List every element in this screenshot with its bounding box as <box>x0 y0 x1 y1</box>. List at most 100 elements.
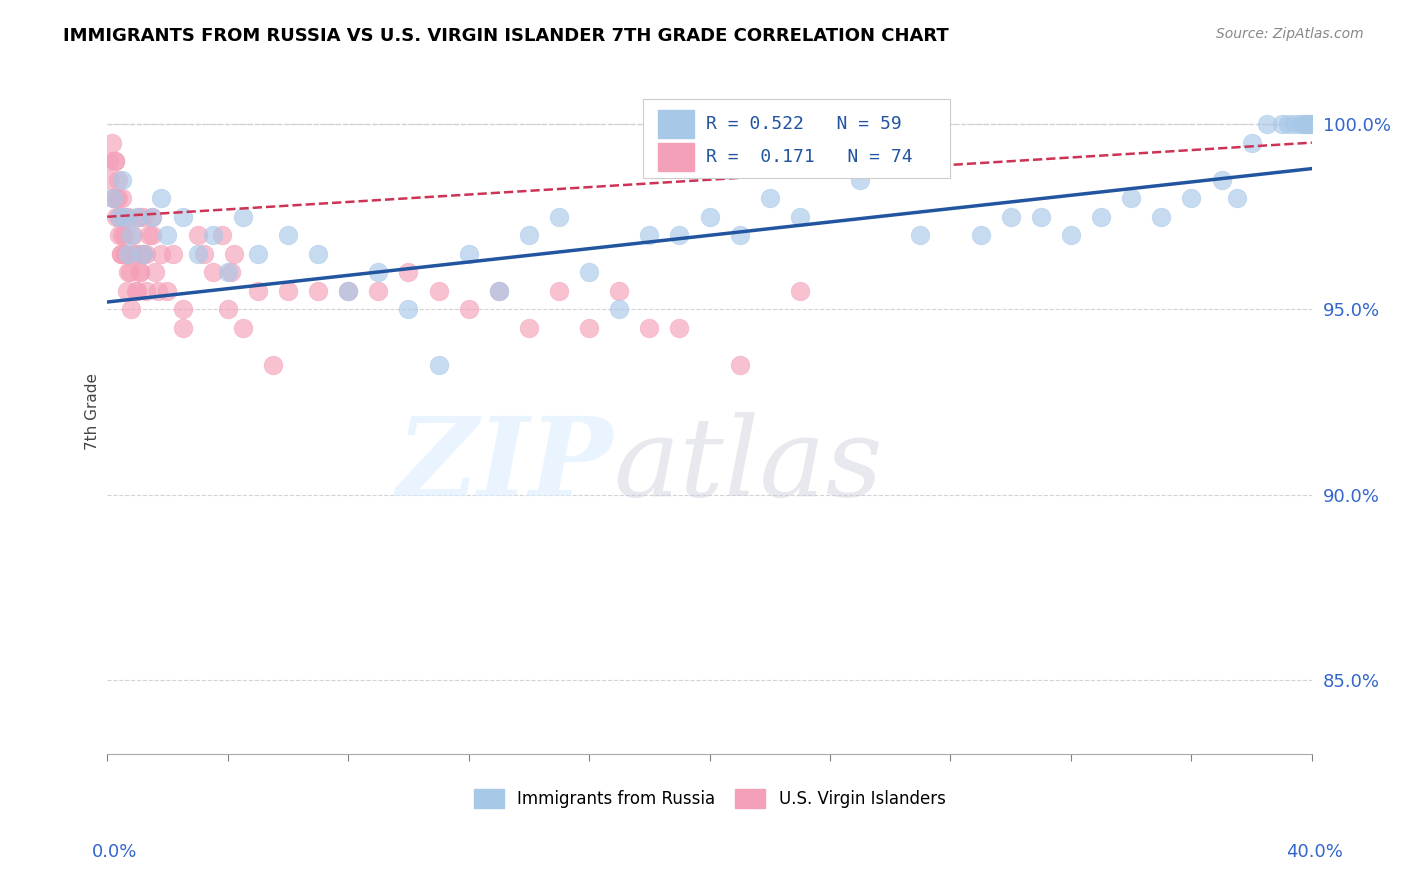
Point <box>97 154 120 169</box>
Point <box>1240 136 1263 150</box>
Point <box>1271 117 1294 131</box>
Point <box>1295 117 1317 131</box>
Point <box>111 191 134 205</box>
Point <box>396 265 419 279</box>
Point <box>156 228 179 243</box>
Point <box>1226 191 1249 205</box>
Point <box>172 302 194 317</box>
Point <box>1296 117 1319 131</box>
Point <box>1029 210 1052 224</box>
Point <box>427 358 450 372</box>
Point <box>98 172 121 186</box>
Point <box>132 247 155 261</box>
Point <box>277 228 299 243</box>
Point <box>517 228 540 243</box>
Point <box>222 247 245 261</box>
Point <box>396 302 419 317</box>
Point <box>156 284 179 298</box>
Point <box>607 302 630 317</box>
Point <box>128 210 150 224</box>
Point <box>1301 117 1323 131</box>
Point <box>132 210 155 224</box>
Point <box>114 247 136 261</box>
Point <box>1299 117 1322 131</box>
Legend: Immigrants from Russia, U.S. Virgin Islanders: Immigrants from Russia, U.S. Virgin Isla… <box>467 782 952 814</box>
Point <box>728 358 751 372</box>
Point <box>125 284 148 298</box>
Point <box>232 210 254 224</box>
Point <box>367 265 389 279</box>
Text: 0.0%: 0.0% <box>91 843 136 861</box>
Text: R = 0.522   N = 59: R = 0.522 N = 59 <box>706 115 901 133</box>
Point <box>517 321 540 335</box>
Point <box>138 228 160 243</box>
Point <box>578 265 600 279</box>
Text: IMMIGRANTS FROM RUSSIA VS U.S. VIRGIN ISLANDER 7TH GRADE CORRELATION CHART: IMMIGRANTS FROM RUSSIA VS U.S. VIRGIN IS… <box>63 27 949 45</box>
Point <box>337 284 360 298</box>
Point <box>638 228 661 243</box>
Point <box>457 247 479 261</box>
Point <box>114 247 136 261</box>
Point <box>1180 191 1202 205</box>
Point <box>668 228 690 243</box>
Point <box>219 265 242 279</box>
Point <box>307 247 329 261</box>
Point <box>117 265 139 279</box>
Point <box>1150 210 1173 224</box>
Point <box>232 321 254 335</box>
Bar <box>644 99 950 178</box>
Text: R =  0.171   N = 74: R = 0.171 N = 74 <box>706 148 912 166</box>
Point <box>108 228 131 243</box>
Point <box>172 321 194 335</box>
Point <box>488 284 510 298</box>
Point <box>1256 117 1278 131</box>
Point <box>105 210 128 224</box>
Point <box>150 191 173 205</box>
Point <box>578 321 600 335</box>
Point <box>105 191 128 205</box>
Y-axis label: 7th Grade: 7th Grade <box>86 373 100 450</box>
Point <box>548 284 571 298</box>
Point <box>548 210 571 224</box>
Point <box>115 284 138 298</box>
Point <box>120 228 142 243</box>
Point <box>789 210 811 224</box>
Point <box>1211 172 1233 186</box>
Text: atlas: atlas <box>613 412 883 520</box>
Bar <box>658 143 695 171</box>
Point <box>789 284 811 298</box>
Point <box>201 265 224 279</box>
Point <box>307 284 329 298</box>
Point <box>112 210 135 224</box>
Text: 40.0%: 40.0% <box>1286 843 1343 861</box>
Point <box>110 247 132 261</box>
Point <box>118 265 141 279</box>
Point <box>262 358 284 372</box>
Point <box>910 228 932 243</box>
Point <box>124 247 146 261</box>
Point <box>129 265 152 279</box>
Point <box>127 284 149 298</box>
Point <box>1282 117 1305 131</box>
Point <box>668 321 690 335</box>
Text: ZIP: ZIP <box>396 412 613 520</box>
Point <box>427 284 450 298</box>
Point <box>246 284 269 298</box>
Point <box>103 191 125 205</box>
Point <box>187 247 209 261</box>
Point <box>104 154 127 169</box>
Point <box>1288 117 1310 131</box>
Point <box>141 228 163 243</box>
Point <box>107 172 129 186</box>
Point <box>117 247 139 261</box>
Point <box>135 284 157 298</box>
Point <box>100 136 122 150</box>
Point <box>172 210 194 224</box>
Point <box>120 302 142 317</box>
Point <box>111 172 134 186</box>
Point <box>135 247 157 261</box>
Point <box>110 247 132 261</box>
Point <box>638 321 661 335</box>
Point <box>104 154 127 169</box>
Point <box>969 228 991 243</box>
